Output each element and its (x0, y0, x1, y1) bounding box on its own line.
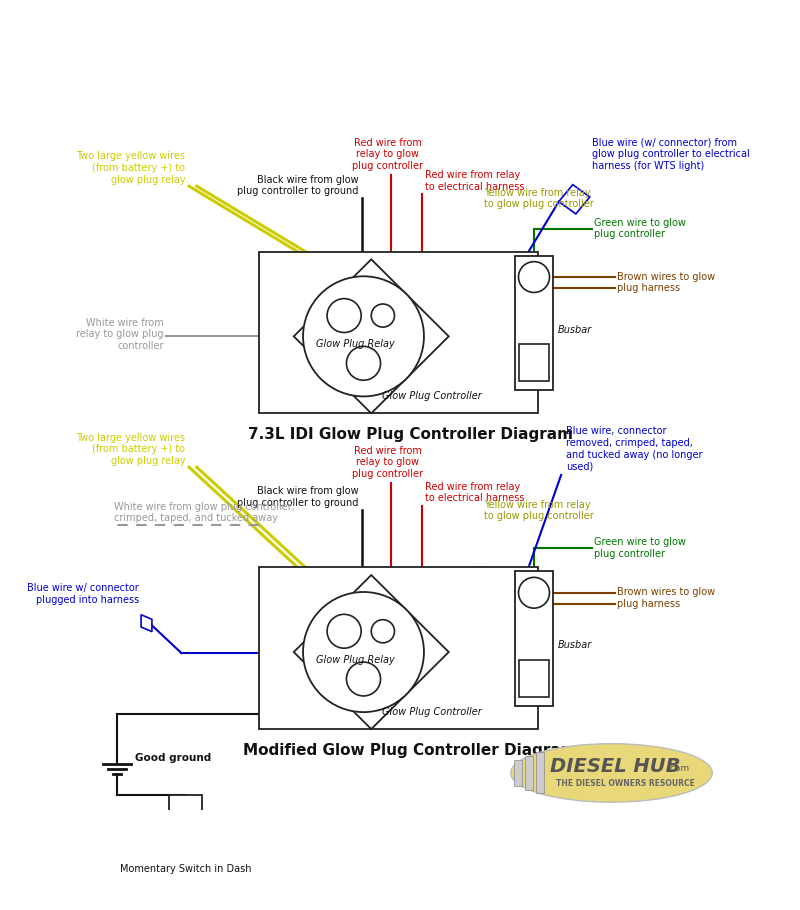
Text: Glow Plug Controller: Glow Plug Controller (382, 391, 482, 401)
Text: Two large yellow wires
(from battery +) to
glow plug relay: Two large yellow wires (from battery +) … (76, 432, 186, 466)
Bar (525, 756, 534, 790)
Circle shape (346, 662, 381, 696)
Text: 7.3L IDI Glow Plug Controller Diagram: 7.3L IDI Glow Plug Controller Diagram (247, 428, 573, 442)
Text: Black wire from glow
plug controller to ground: Black wire from glow plug controller to … (238, 487, 359, 508)
Circle shape (346, 347, 381, 380)
Text: Red wire from relay
to electrical harness: Red wire from relay to electrical harnes… (425, 170, 524, 192)
Circle shape (518, 262, 550, 292)
Text: Black wire from glow
plug controller to ground: Black wire from glow plug controller to … (238, 175, 359, 197)
Text: Glow Plug Controller: Glow Plug Controller (382, 707, 482, 717)
Bar (259, 252, 538, 413)
Text: Glow Plug Relay: Glow Plug Relay (316, 339, 395, 349)
Text: Blue wire, connector
removed, crimped, taped,
and tucked away (no longer
used): Blue wire, connector removed, crimped, t… (566, 426, 702, 471)
Text: Busbar: Busbar (558, 641, 591, 651)
Text: THE DIESEL OWNERS RESOURCE: THE DIESEL OWNERS RESOURCE (556, 779, 695, 788)
Bar (259, 567, 538, 729)
Bar (514, 256, 554, 390)
Text: White wire from glow plug controller,
crimped, taped, and tucked away: White wire from glow plug controller, cr… (114, 501, 295, 523)
Text: DIESEL HUB: DIESEL HUB (550, 757, 681, 776)
Text: Green wire to glow
plug controller: Green wire to glow plug controller (594, 537, 686, 559)
Text: Two large yellow wires
(from battery +) to
glow plug relay: Two large yellow wires (from battery +) … (76, 151, 186, 185)
Text: Yellow wire from relay
to glow plug controller: Yellow wire from relay to glow plug cont… (485, 500, 594, 521)
Circle shape (303, 277, 424, 397)
Ellipse shape (510, 743, 712, 803)
Text: White wire from
relay to glow plug
controller: White wire from relay to glow plug contr… (76, 318, 163, 350)
Bar (535, 753, 544, 794)
Bar (519, 344, 549, 381)
Circle shape (518, 577, 550, 608)
Text: Red wire from
relay to glow
plug controller: Red wire from relay to glow plug control… (352, 137, 423, 171)
Text: Brown wires to glow
plug harness: Brown wires to glow plug harness (617, 272, 715, 293)
Text: Red wire from relay
to electrical harness: Red wire from relay to electrical harnes… (425, 481, 524, 503)
Text: Modified Glow Plug Controller Diagram: Modified Glow Plug Controller Diagram (243, 743, 577, 758)
Circle shape (327, 298, 361, 332)
Polygon shape (558, 185, 590, 214)
Text: Green wire to glow
plug controller: Green wire to glow plug controller (594, 217, 686, 239)
Bar (519, 660, 549, 697)
Polygon shape (141, 615, 152, 632)
Text: Busbar: Busbar (558, 325, 591, 335)
Text: Glow Plug Relay: Glow Plug Relay (316, 655, 395, 664)
Text: Red wire from
relay to glow
plug controller: Red wire from relay to glow plug control… (352, 446, 423, 479)
Text: Blue wire w/ connector
plugged into harness: Blue wire w/ connector plugged into harn… (27, 583, 138, 604)
Text: Momentary Switch in Dash: Momentary Switch in Dash (119, 864, 251, 874)
Polygon shape (294, 575, 449, 729)
Circle shape (371, 304, 394, 327)
Bar (514, 760, 522, 786)
Text: Good ground: Good ground (135, 753, 211, 763)
Circle shape (371, 620, 394, 642)
Text: Yellow wire from relay
to glow plug controller: Yellow wire from relay to glow plug cont… (485, 187, 594, 209)
Bar (169, 794, 202, 856)
Text: .com: .com (667, 763, 690, 773)
Bar (514, 571, 554, 706)
Text: Brown wires to glow
plug harness: Brown wires to glow plug harness (617, 587, 715, 609)
Polygon shape (294, 259, 449, 413)
Circle shape (303, 592, 424, 713)
Circle shape (327, 614, 361, 648)
Text: Blue wire (w/ connector) from
glow plug controller to electrical
harness (for WT: Blue wire (w/ connector) from glow plug … (592, 137, 750, 171)
